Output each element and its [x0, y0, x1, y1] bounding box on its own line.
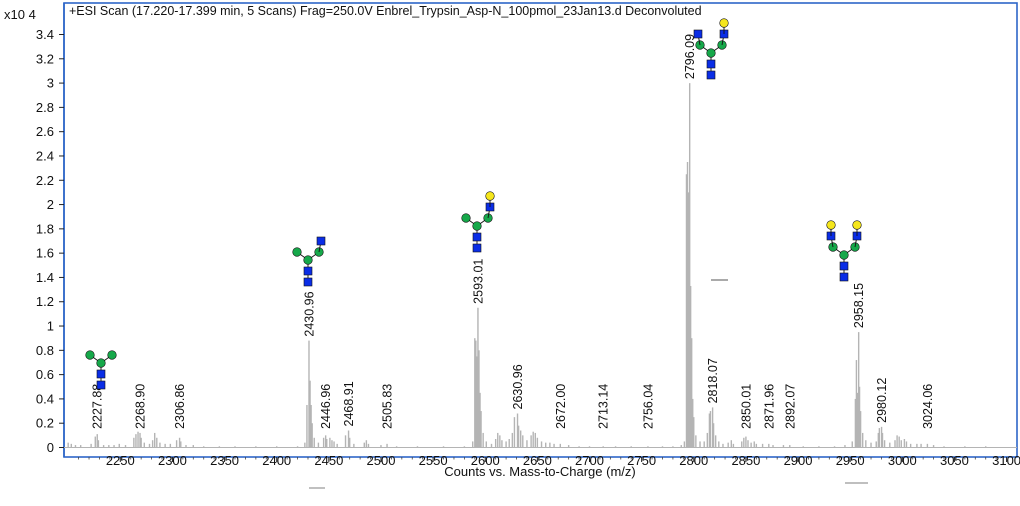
x-tick-label: 2650	[523, 453, 552, 468]
peak-label: 2958.15	[852, 283, 866, 328]
x-tick-label: 2400	[262, 453, 291, 468]
galactose-symbol	[826, 220, 836, 230]
x-tick-label: 2450	[314, 453, 343, 468]
x-tick-label: 2600	[471, 453, 500, 468]
y-tick-label: 3	[47, 76, 54, 91]
peak-label: 2796.09	[683, 34, 697, 79]
chart-title: +ESI Scan (17.220-17.399 min, 5 Scans) F…	[69, 4, 702, 18]
peak-label: 2672.00	[554, 384, 568, 429]
y-tick-label: 1.6	[36, 246, 54, 261]
peak-label: 2980.12	[875, 378, 889, 423]
y-axis-ticks: 0 0.2 0.4 0.6 0.8 1 1.2 1.4 1.6 1.8 2 2.2 2.4 2.6 2.8 3…	[36, 27, 64, 455]
y-multiplier-label: x10 4	[4, 7, 36, 22]
y-tick-label: 0	[47, 440, 54, 455]
peak-label: 2306.86	[173, 384, 187, 429]
x-tick-label: 2500	[367, 453, 396, 468]
glcnac-symbol	[839, 261, 849, 271]
x-tick-label: 2300	[158, 453, 187, 468]
x-tick-label: 2250	[106, 453, 135, 468]
x-tick-label: 3000	[888, 453, 917, 468]
peak-label: 2268.90	[134, 384, 148, 429]
y-tick-label: 0.2	[36, 416, 54, 431]
peak-label: 3024.06	[921, 384, 935, 429]
mannose-symbol	[472, 221, 482, 231]
glcnac-symbol	[316, 236, 326, 246]
y-tick-label: 1	[47, 319, 54, 334]
peak-label: 2850.01	[739, 384, 753, 429]
galactose-symbol	[485, 191, 495, 201]
peak-labels: 2227.88 2268.90 2306.86 2430.96 2446.96 2468.…	[91, 34, 935, 429]
y-tick-label: 1.8	[36, 221, 54, 236]
y-tick-label: 2.2	[36, 173, 54, 188]
glcnac-symbol	[96, 380, 106, 390]
galactose-symbol	[719, 18, 729, 28]
glycan-structures	[85, 18, 862, 390]
peak-label: 2713.14	[597, 384, 611, 429]
y-tick-label: 1.2	[36, 294, 54, 309]
y-tick-label: 0.8	[36, 343, 54, 358]
mannose-symbol	[706, 48, 716, 58]
x-tick-label: 2700	[575, 453, 604, 468]
glcnac-symbol	[472, 243, 482, 253]
galactose-symbol	[852, 220, 862, 230]
peak-label: 2227.88	[91, 384, 105, 429]
y-tick-label: 2	[47, 197, 54, 212]
glcnac-symbol	[472, 232, 482, 242]
y-tick-label: 2.8	[36, 100, 54, 115]
y-tick-label: 2.4	[36, 148, 54, 163]
y-tick-label: 2.6	[36, 124, 54, 139]
x-tick-label: 2350	[210, 453, 239, 468]
x-tick-label: 3100	[992, 453, 1020, 468]
glcnac-symbol	[303, 277, 313, 287]
y-tick-label: 0.6	[36, 367, 54, 382]
glcnac-symbol	[706, 59, 716, 69]
peak-label: 2871.96	[762, 384, 776, 429]
x-tick-label: 3050	[940, 453, 969, 468]
mannose-symbol	[839, 250, 849, 260]
peak-label: 2593.01	[471, 259, 485, 304]
peak-label: 2446.96	[319, 384, 333, 429]
x-tick-label: 2900	[784, 453, 813, 468]
mannose-symbol	[107, 350, 117, 360]
peak-label: 2505.83	[381, 384, 395, 429]
peak-label: 2756.04	[641, 384, 655, 429]
x-tick-label: 2850	[731, 453, 760, 468]
y-tick-label: 1.4	[36, 270, 54, 285]
x-axis-ticks: 2250 2300 2350 2400 2450 2500 2550 2600 2650 2700…	[78, 453, 1020, 468]
x-tick-label: 2750	[627, 453, 656, 468]
mannose-symbol	[292, 247, 302, 257]
x-tick-label: 2800	[679, 453, 708, 468]
glcnac-symbol	[839, 272, 849, 282]
y-tick-label: 3.4	[36, 27, 54, 42]
peak-label: 2892.07	[783, 384, 797, 429]
peak-label: 2630.96	[511, 364, 525, 409]
glcnac-symbol	[303, 266, 313, 276]
glcnac-symbol	[96, 369, 106, 379]
glcnac-symbol	[706, 70, 716, 80]
mannose-symbol	[85, 350, 95, 360]
mannose-symbol	[303, 255, 313, 265]
spectrum-peaks	[64, 83, 1017, 448]
mannose-symbol	[96, 358, 106, 368]
peak-label: 2818.07	[706, 358, 720, 403]
peak-label: 2430.96	[302, 291, 316, 336]
y-tick-label: 0.4	[36, 391, 54, 406]
x-tick-label: 2550	[419, 453, 448, 468]
y-tick-label: 3.2	[36, 51, 54, 66]
peak-label: 2468.91	[342, 381, 356, 426]
mannose-symbol	[461, 213, 471, 223]
glcnac-symbol	[693, 29, 703, 39]
x-axis-label: Counts vs. Mass-to-Charge (m/z)	[444, 464, 635, 479]
x-tick-label: 2950	[836, 453, 865, 468]
